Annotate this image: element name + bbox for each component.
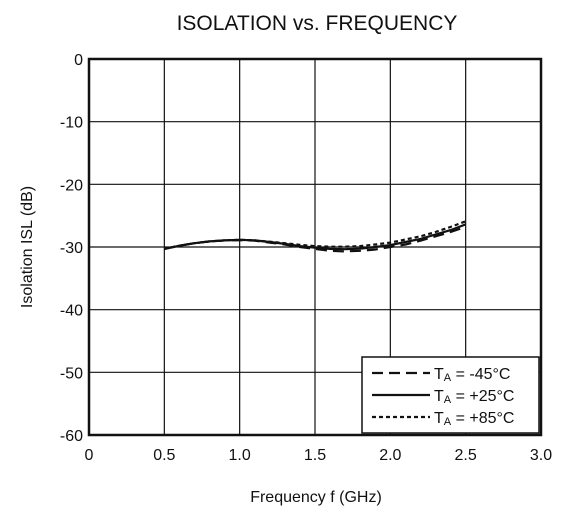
y-tick-label: -10 [60, 115, 83, 132]
y-tick-label: -50 [60, 365, 83, 382]
chart-title: ISOLATION vs. FREQUENCY [177, 12, 458, 35]
x-tick-label: 0.5 [153, 447, 175, 464]
x-tick-label: 1.5 [304, 447, 326, 464]
legend-label: TA = +25°C [434, 388, 514, 406]
y-tick-label: -20 [60, 177, 83, 194]
series-lines [164, 220, 467, 253]
x-tick-label: 1.0 [229, 447, 251, 464]
y-tick-labels: 0 -10 -20 -30 -40 -50 -60 [60, 52, 83, 445]
x-tick-label: 2.5 [455, 447, 477, 464]
y-tick-label: -40 [60, 303, 83, 320]
y-tick-label: -60 [60, 428, 83, 445]
legend-label: TA = -45°C [434, 366, 510, 384]
x-tick-label: 2.0 [379, 447, 401, 464]
legend-label: TA = +85°C [434, 410, 514, 428]
x-tick-label: 3.0 [530, 447, 552, 464]
series-line-3 [164, 220, 467, 250]
y-axis-label: Isolation ISL (dB) [19, 186, 36, 308]
x-axis-label: Frequency f (GHz) [250, 489, 382, 506]
y-tick-label: 0 [74, 52, 83, 69]
x-tick-label: 0 [85, 447, 94, 464]
legend: TA = -45°C TA = +25°C TA = +85°C [361, 356, 540, 434]
plot-frame [87, 57, 543, 437]
y-tick-label: -30 [60, 240, 83, 257]
x-tick-labels: 0 0.5 1.0 1.5 2.0 2.5 3.0 [85, 447, 553, 464]
